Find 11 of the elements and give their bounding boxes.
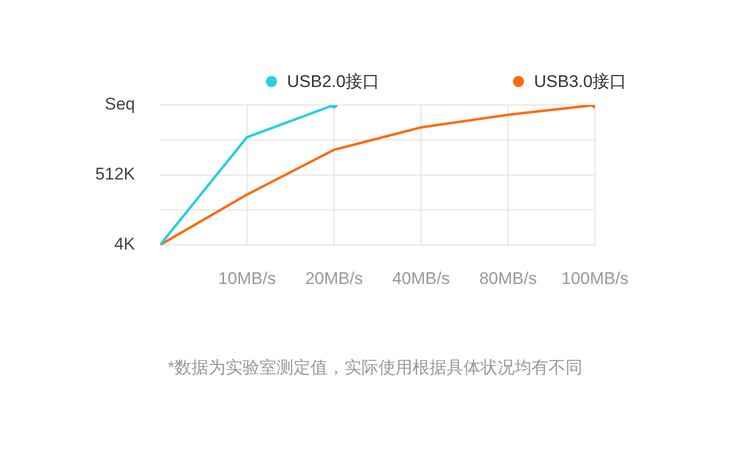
legend-label: USB2.0接口: [287, 71, 380, 93]
x-tick-label: 100MB/s: [561, 268, 629, 288]
legend-label: USB3.0接口: [534, 71, 627, 93]
x-tick-label: 40MB/s: [392, 268, 450, 288]
x-tick-label: 80MB/s: [479, 268, 537, 288]
text: *数据为实验室测定值，实际使用根据具体状况均有不同: [166, 357, 584, 379]
category-label: Seq: [104, 94, 135, 114]
category-label: 4K: [114, 234, 135, 254]
category-label: 512K: [95, 164, 135, 184]
x-tick-label: 20MB/s: [305, 268, 363, 288]
x-tick-label: 10MB/s: [218, 268, 276, 288]
